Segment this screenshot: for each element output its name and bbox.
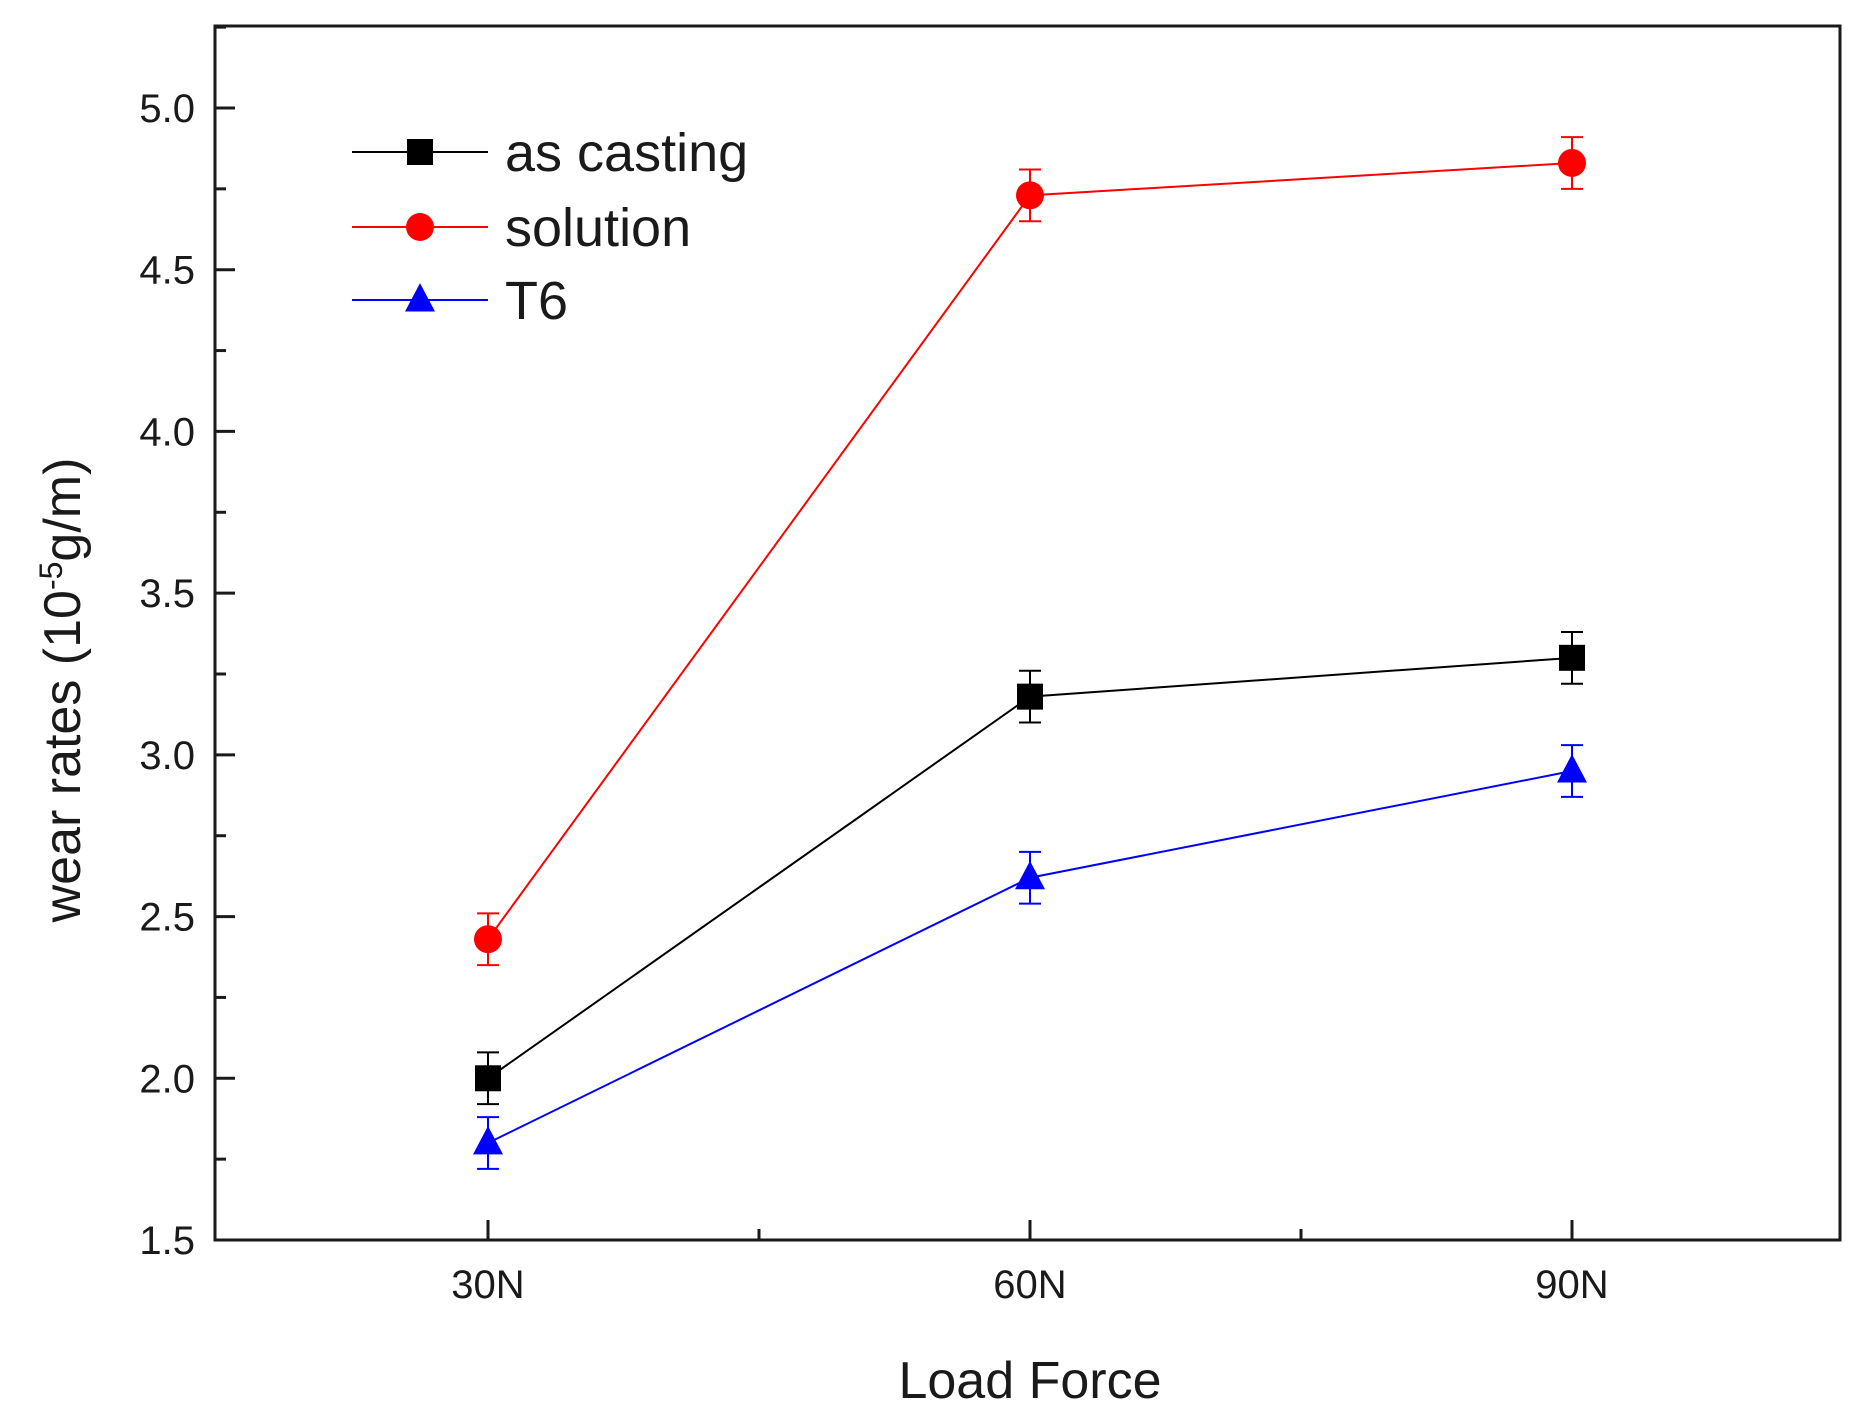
legend-item: T6 [352, 271, 568, 331]
data-point [1557, 754, 1587, 783]
data-point [1017, 683, 1043, 710]
y-axis-title: wear rates (10-5g/m) [33, 458, 92, 924]
y-tick-label: 4.5 [139, 249, 195, 293]
legend-marker [407, 139, 433, 165]
series-as-casting [475, 630, 1585, 1106]
data-point [474, 925, 502, 954]
legend-item: as casting [352, 123, 748, 183]
legend-label: solution [505, 198, 691, 258]
series-line [487, 770, 1573, 1144]
legend-label: as casting [505, 123, 748, 183]
data-point [1016, 181, 1044, 210]
legend-marker [406, 213, 434, 241]
y-axis-title-exponent: -5 [33, 562, 69, 590]
series-T6 [473, 744, 1587, 1170]
series-solution [474, 136, 1586, 967]
data-point [1015, 860, 1045, 890]
plot-frame [213, 24, 1842, 1242]
x-tick-label: 90N [1535, 1263, 1608, 1307]
series-line [487, 161, 1573, 940]
legend-item: solution [352, 198, 691, 258]
x-axis-title: Load Force [898, 1352, 1161, 1410]
y-axis-title-main: wear rates (10 [34, 590, 92, 923]
y-tick-label: 3.0 [139, 734, 195, 778]
y-axis: 1.5 2.0 2.5 3.0 3.5 4.0 4.5 5.0 [139, 25, 235, 1263]
legend-marker [405, 283, 435, 312]
legend: as casting solution T6 [352, 123, 748, 331]
data-point [1559, 644, 1585, 671]
series-layer [473, 136, 1587, 1170]
x-tick-label: 60N [993, 1263, 1066, 1307]
y-tick-label: 1.5 [139, 1219, 195, 1263]
x-axis: 30N 60N 90N [451, 1220, 1609, 1307]
x-tick-label: 30N [451, 1263, 524, 1307]
data-point [475, 1065, 501, 1092]
y-tick-label: 2.0 [139, 1057, 195, 1101]
y-tick-label: 2.5 [139, 896, 195, 940]
legend-label: T6 [505, 271, 568, 331]
y-tick-label: 4.0 [139, 410, 195, 454]
y-tick-label: 5.0 [139, 87, 195, 131]
y-axis-title-unit: g/m) [34, 458, 92, 562]
data-point [1558, 148, 1586, 177]
y-tick-label: 3.5 [139, 572, 195, 616]
data-point [473, 1126, 503, 1155]
